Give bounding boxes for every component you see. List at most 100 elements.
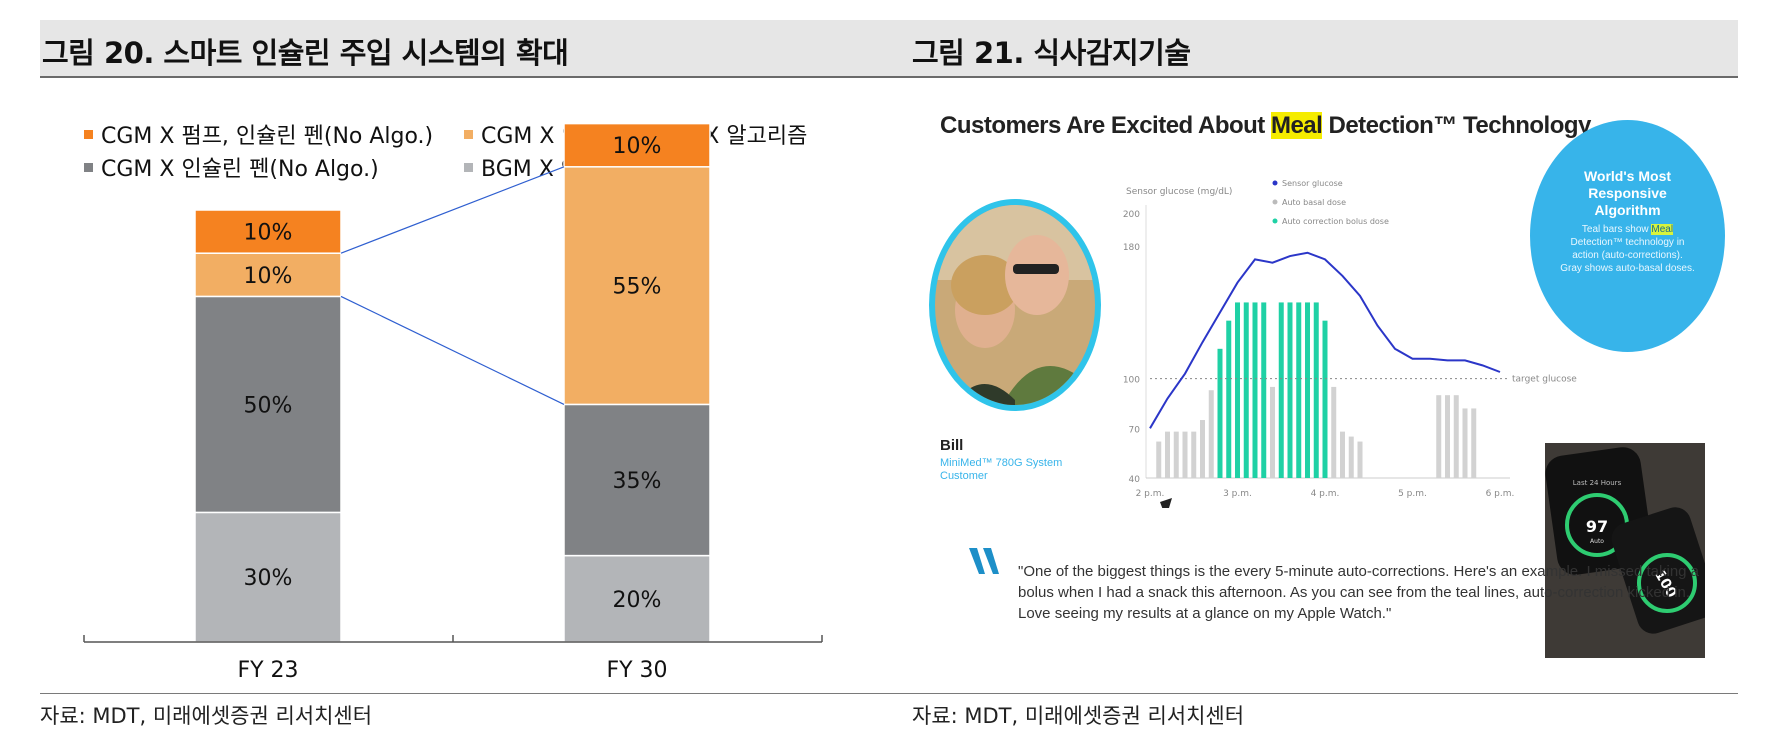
legend-item-cgm-pen: CGM X 인슐린 펜(No Algo.) [84,151,379,183]
right-source: 자료: MDT, 미래에셋증권 리서치센터 [912,704,1245,728]
auto-basal-bar [1200,420,1205,478]
bar-segment [194,252,342,298]
customer-quote: "One of the biggest things is the every … [1018,563,1700,622]
auto-basal-bar [1156,441,1162,478]
left-figure-title-bar: 그림 20. 스마트 인슐린 주입 시스템의 확대 [40,20,900,78]
watch-status-1: Auto [1590,538,1604,545]
legend-swatch [84,162,93,172]
auto-correction-bar [1261,302,1267,478]
auto-basal-bar [1348,436,1354,478]
auto-correction-bar [1243,302,1249,478]
data-label: 10% [244,264,293,289]
bar-segment [194,295,342,514]
headline-text: Customers Are Excited About [940,112,1271,139]
auto-basal-bar [1436,395,1442,478]
auto-correction-bar [1226,320,1232,478]
right-source-divider [900,693,1738,694]
auto-basal-bar [1165,431,1170,478]
auto-basal-bar [1182,431,1188,478]
left-figure-title: 그림 20. 스마트 인슐린 주입 시스템의 확대 [42,36,569,70]
legend-marker [1272,218,1278,224]
x-tick-label: 6 p.m. [1486,489,1515,499]
data-label: 50% [244,393,293,418]
headline-text-end: Detection™ Technology [1322,112,1591,139]
x-tick-label: 3 p.m. [1223,489,1252,499]
auto-correction-bar [1252,302,1258,478]
legend-swatch [464,129,473,139]
auto-correction-bar [1235,302,1240,478]
auto-basal-bar [1462,408,1468,478]
data-label: 20% [613,588,662,613]
x-tick-label: FY 23 [237,658,298,683]
bubble-text-highlight: Meal [1651,224,1674,235]
auto-correction-bar [1296,302,1302,478]
y-tick-label: 70 [1129,425,1141,435]
legend-marker [1272,199,1278,205]
customer-description: MiniMed™ 780G System Customer [940,457,1063,482]
apple-watch-photo: 97 Last 24 Hours Auto 100 [1545,443,1705,658]
auto-correction-bar [1217,348,1223,478]
x-tick-label: 5 p.m. [1398,489,1427,499]
x-tick-label: 2 p.m. [1136,489,1165,499]
auto-correction-bar [1278,302,1284,478]
legend-label: Auto basal dose [1282,198,1346,207]
bar-segment [563,403,711,557]
right-figure-title-bar: 그림 21. 식사감지기술 [900,20,1738,78]
bubble-text-start: Teal bars show [1581,224,1652,235]
legend-item-cgm-pump-pen: CGM X 펌프, 인슐린 펜(No Algo.) [84,118,433,150]
y-tick-label: 40 [1129,475,1141,485]
data-label: 55% [613,275,662,300]
auto-basal-bar [1331,386,1337,478]
y-tick-label: 180 [1123,243,1140,253]
x-tick-label: 4 p.m. [1311,489,1340,499]
auto-basal-bar [1208,390,1214,478]
legend-label: Sensor glucose [1282,179,1343,188]
legend-swatch [464,162,473,172]
legend-marker [1272,180,1278,186]
bar-segment [563,122,711,168]
auto-correction-bar [1287,302,1293,478]
legend-label: CGM X 펌프, 인슐린 펜(No Algo.) [101,124,434,149]
auto-basal-bar [1191,431,1197,478]
legend-swatch [84,129,93,139]
data-label: 30% [244,566,293,591]
quote-icon [969,548,999,574]
legend-label: CGM X 인슐린 펜(No Algo.) [101,157,379,182]
data-label: 10% [244,221,293,246]
target-glucose-label: target glucose [1512,375,1577,385]
x-tick-label: FY 30 [606,658,667,683]
connector-line [340,166,565,254]
connector-line [340,295,565,405]
auto-basal-bar [1445,395,1450,478]
legend-label: Auto correction bolus dose [1282,217,1389,226]
bar-segment [194,511,342,643]
meal-pizza-icon [1160,498,1172,508]
bar-segment [563,166,711,406]
sensor-glucose-line [1149,251,1501,429]
y-tick-label: 100 [1123,376,1140,386]
auto-basal-bar [1270,386,1275,478]
stacked-bar-chart: 30% 50% 10% 10% FY 23 20% 35% 55% 10% FY 30 [83,122,823,683]
watch-reading-1: 97 [1586,517,1608,536]
bubble-text: Teal bars show Meal Detection™ technolog… [1530,223,1725,275]
y-axis-label: Sensor glucose (mg/dL) [1126,187,1232,197]
auto-correction-bar [1322,320,1328,478]
left-source-divider [40,693,900,694]
auto-basal-bar [1471,408,1477,478]
watch-header-1: Last 24 Hours [1573,479,1622,487]
right-figure-title: 그림 21. 식사감지기술 [912,36,1191,70]
auto-basal-bar [1340,431,1345,478]
auto-basal-bar [1453,395,1459,478]
left-source: 자료: MDT, 미래에셋증권 리서치센터 [40,704,373,728]
data-label: 10% [613,134,662,159]
bubble-title: World's Most Responsive Algorithm [1583,168,1672,218]
data-label: 35% [613,469,662,494]
auto-correction-bar [1305,302,1310,478]
glucose-line-chart: Sensor glucose (mg/dL) Sensor glucose Auto… [1123,179,1577,508]
y-tick-label: 200 [1123,210,1140,220]
infographic-headline: Customers Are Excited About Meal Detecti… [940,112,1591,140]
auto-correction-bar [1313,302,1319,478]
bar-segment [194,209,342,254]
customer-photo [929,199,1101,411]
headline-highlight: Meal [1270,112,1323,139]
